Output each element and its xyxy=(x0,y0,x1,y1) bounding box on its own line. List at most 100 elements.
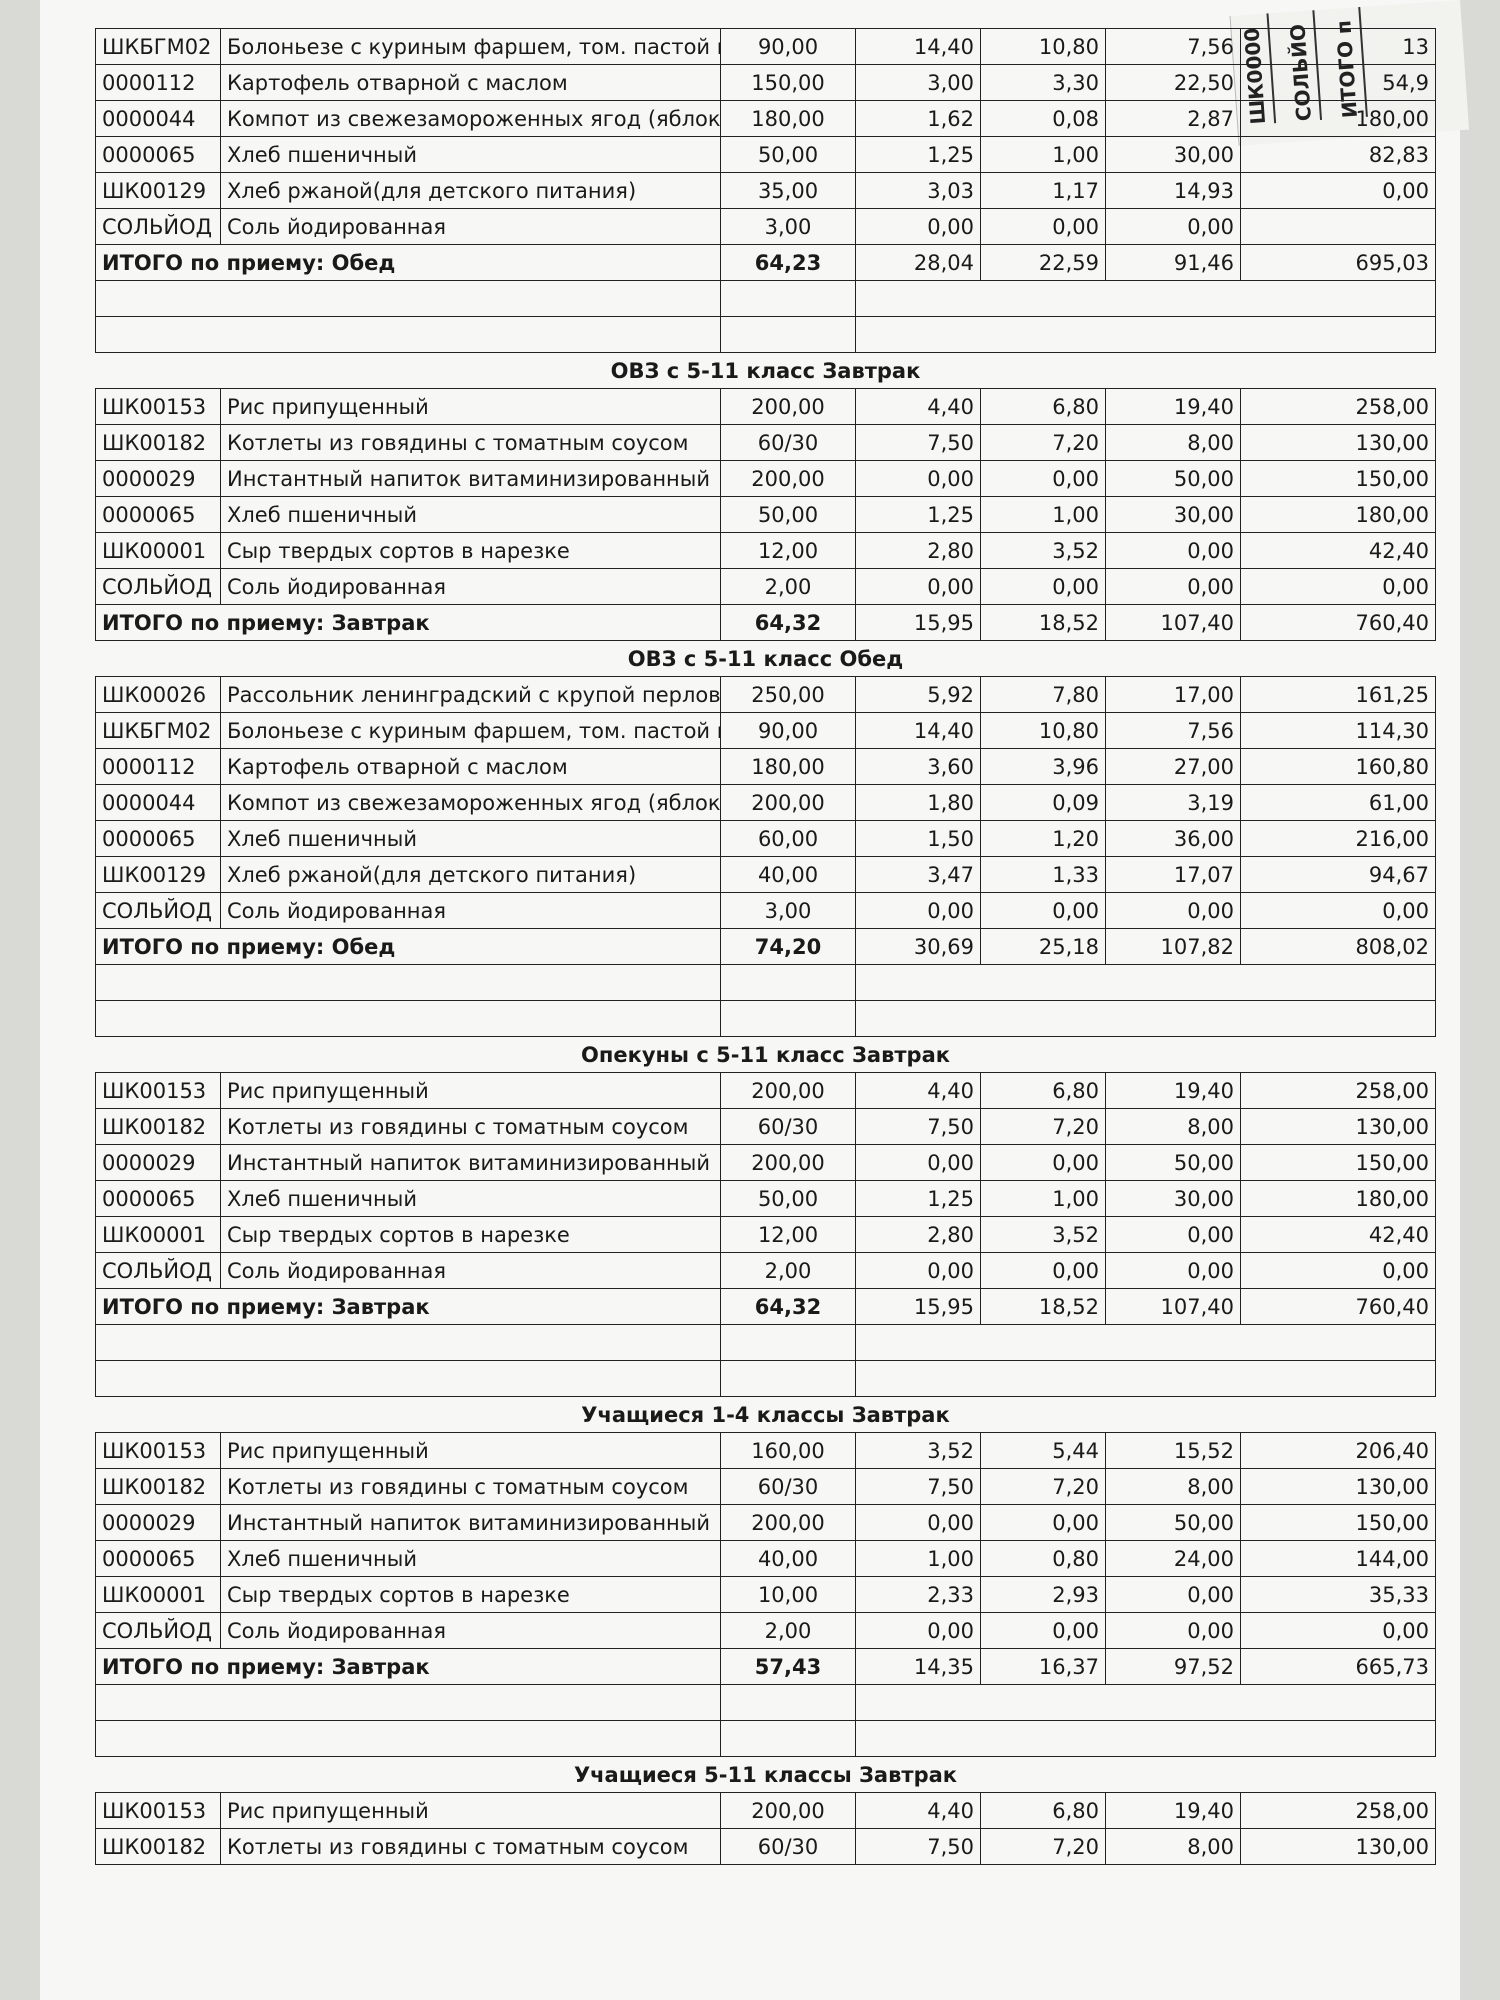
item-value: 3,00 xyxy=(720,208,856,245)
item-value: 40,00 xyxy=(720,1540,856,1577)
item-value: 1,20 xyxy=(980,820,1106,857)
item-value: 3,52 xyxy=(855,1432,981,1469)
item-row: 0000065 Хлеб пшеничный 40,00 1,00 0,80 24,00 1… xyxy=(95,1540,1436,1577)
item-code: СОЛЬЙОД xyxy=(95,208,221,245)
item-code: 0000029 xyxy=(95,460,221,497)
item-value: 4,40 xyxy=(855,388,981,425)
total-value: 97,52 xyxy=(1105,1648,1241,1685)
item-value: 1,25 xyxy=(855,496,981,533)
total-value: 15,95 xyxy=(855,1288,981,1325)
blank-cell xyxy=(855,1720,1436,1757)
item-name: Котлеты из говядины с томатным соусом xyxy=(220,1468,721,1505)
item-value: 114,30 xyxy=(1240,712,1436,749)
item-value: 0,08 xyxy=(980,100,1106,137)
item-row: ШК00182 Котлеты из говядины с томатным со… xyxy=(95,1828,1436,1865)
item-value: 160,00 xyxy=(720,1432,856,1469)
item-value: 7,20 xyxy=(980,1108,1106,1145)
item-value: 1,00 xyxy=(980,1180,1106,1217)
section-title-row: Опекуны с 5-11 класс Завтрак xyxy=(95,1036,1436,1073)
item-code: ШКБГМ02 xyxy=(95,28,221,65)
total-value: 14,35 xyxy=(855,1648,981,1685)
item-name: Компот из свежезамороженных ягод (яблоки… xyxy=(220,784,721,821)
item-value: 30,00 xyxy=(1105,496,1241,533)
item-value: 0,00 xyxy=(980,1252,1106,1289)
item-value: 50,00 xyxy=(720,136,856,173)
item-name: Болоньезе с куриным фаршем, том. пастой … xyxy=(220,28,721,65)
section-title-row: Учащиеся 1-4 классы Завтрак xyxy=(95,1396,1436,1433)
item-name: Рис припущенный xyxy=(220,1792,721,1829)
item-name: Котлеты из говядины с томатным соусом xyxy=(220,424,721,461)
item-value: 161,25 xyxy=(1240,676,1436,713)
item-value: 2,80 xyxy=(855,1216,981,1253)
item-row: ШК00001 Сыр твердых сортов в нарезке 12,00… xyxy=(95,1216,1436,1253)
item-value: 150,00 xyxy=(1240,460,1436,497)
item-value: 10,00 xyxy=(720,1576,856,1613)
item-value: 250,00 xyxy=(720,676,856,713)
item-name: Рис припущенный xyxy=(220,388,721,425)
item-name: Соль йодированная xyxy=(220,568,721,605)
item-value: 50,00 xyxy=(1105,460,1241,497)
total-label: ИТОГО по приему: Завтрак xyxy=(95,1648,721,1685)
item-value: 35,00 xyxy=(720,172,856,209)
item-row: 0000044 Компот из свежезамороженных ягод … xyxy=(95,100,1436,137)
item-value: 0,00 xyxy=(855,568,981,605)
item-code: 0000065 xyxy=(95,1180,221,1217)
item-row: ШК00001 Сыр твердых сортов в нарезке 10,00… xyxy=(95,1576,1436,1613)
item-value: 1,80 xyxy=(855,784,981,821)
item-code: ШК00153 xyxy=(95,1072,221,1109)
item-value: 7,50 xyxy=(855,1108,981,1145)
item-value: 0,00 xyxy=(980,568,1106,605)
item-row: ШК00182 Котлеты из говядины с томатным со… xyxy=(95,424,1436,461)
item-value: 0,00 xyxy=(1240,892,1436,929)
item-name: Хлеб пшеничный xyxy=(220,496,721,533)
item-value: 14,93 xyxy=(1105,172,1241,209)
item-row: 0000029 Инстантный напиток витаминизирова… xyxy=(95,460,1436,497)
item-row: 0000029 Инстантный напиток витаминизирова… xyxy=(95,1504,1436,1541)
item-value: 13 xyxy=(1240,28,1436,65)
total-value: 25,18 xyxy=(980,928,1106,965)
item-value: 1,00 xyxy=(980,136,1106,173)
item-value: 60/30 xyxy=(720,1108,856,1145)
item-value: 0,00 xyxy=(1105,1576,1241,1613)
item-name: Хлеб пшеничный xyxy=(220,1540,721,1577)
item-name: Рис припущенный xyxy=(220,1432,721,1469)
blank-cell xyxy=(95,1720,721,1757)
total-value: 57,43 xyxy=(720,1648,856,1685)
item-value: 7,20 xyxy=(980,1828,1106,1865)
item-value: 0,00 xyxy=(1240,172,1436,209)
total-value: 30,69 xyxy=(855,928,981,965)
item-value: 7,50 xyxy=(855,1828,981,1865)
item-row: ШК00153 Рис припущенный 200,00 4,40 6,80 19,4… xyxy=(95,388,1436,425)
item-value: 6,80 xyxy=(980,1792,1106,1829)
item-value: 1,00 xyxy=(855,1540,981,1577)
blank-cell xyxy=(720,1360,856,1397)
item-value: 94,67 xyxy=(1240,856,1436,893)
item-value: 180,00 xyxy=(1240,1180,1436,1217)
item-value: 12,00 xyxy=(720,532,856,569)
item-value: 8,00 xyxy=(1105,424,1241,461)
item-name: Инстантный напиток витаминизированный xyxy=(220,460,721,497)
item-value: 54,9 xyxy=(1240,64,1436,101)
item-row: ШКБГМ02 Болоньезе с куриным фаршем, том. … xyxy=(95,28,1436,65)
item-value: 60/30 xyxy=(720,1468,856,1505)
total-value: 760,40 xyxy=(1240,1288,1436,1325)
item-value: 10,80 xyxy=(980,28,1106,65)
item-value: 200,00 xyxy=(720,1792,856,1829)
item-name: Компот из свежезамороженных ягод (яблоки… xyxy=(220,100,721,137)
item-value: 1,25 xyxy=(855,1180,981,1217)
item-row: СОЛЬЙОД Соль йодированная 3,00 0,00 0,00 0,00… xyxy=(95,892,1436,929)
item-name: Инстантный напиток витаминизированный xyxy=(220,1144,721,1181)
item-code: 0000044 xyxy=(95,100,221,137)
total-value: 22,59 xyxy=(980,244,1106,281)
item-code: 0000112 xyxy=(95,748,221,785)
item-row: ШК00026 Рассольник ленинградский с крупой… xyxy=(95,676,1436,713)
item-code: ШК00182 xyxy=(95,1108,221,1145)
item-row: ШК00153 Рис припущенный 160,00 3,52 5,44 15,5… xyxy=(95,1432,1436,1469)
item-row: ШК00153 Рис припущенный 200,00 4,40 6,80 19,4… xyxy=(95,1072,1436,1109)
item-value: 60/30 xyxy=(720,424,856,461)
item-value: 1,17 xyxy=(980,172,1106,209)
total-row: ИТОГО по приему: Обед 74,20 30,69 25,18 107,… xyxy=(95,928,1436,965)
item-value: 0,00 xyxy=(980,1504,1106,1541)
section-title: Учащиеся 1-4 классы Завтрак xyxy=(95,1396,1436,1433)
item-value: 22,50 xyxy=(1105,64,1241,101)
